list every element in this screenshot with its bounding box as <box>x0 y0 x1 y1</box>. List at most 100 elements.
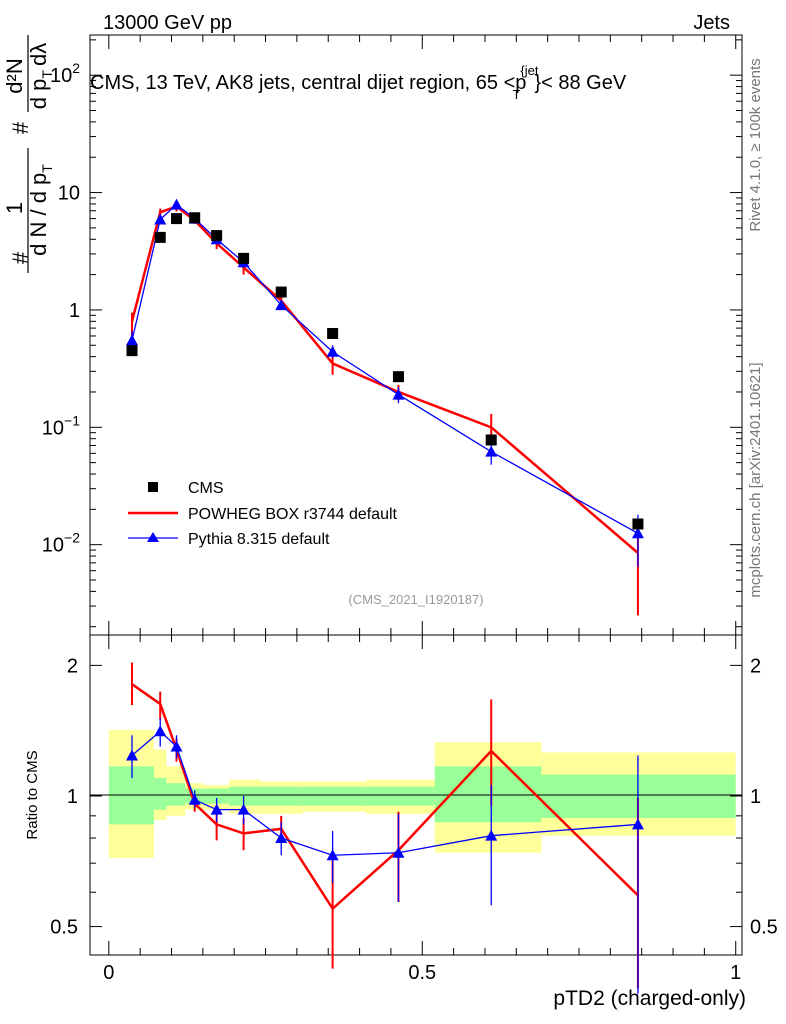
ylabel-denominator-2-text: d p <box>26 79 51 110</box>
cms-point-8 <box>392 371 404 383</box>
plot-title: CMS, 13 TeV, AK8 jets, central dijet reg… <box>90 63 627 102</box>
main-ytick-label-3: 10 <box>58 183 80 205</box>
pythia-point-9 <box>485 445 498 457</box>
main-ytick-base-4: 10 <box>50 65 72 87</box>
main-ytick-base-3: 10 <box>58 183 80 205</box>
ratio-panel-frame <box>89 634 743 956</box>
xtick-label-1: 0.5 <box>408 962 436 984</box>
plot-title-prefix: CMS, 13 TeV, AK8 jets, central dijet reg… <box>90 72 526 94</box>
main-ytick-base-2: 1 <box>69 300 80 322</box>
cms-point-0 <box>126 345 138 357</box>
pythia-point-6 <box>275 299 288 311</box>
main-ytick-label-2: 1 <box>69 300 80 322</box>
ratio-y-axis-ticks: 0.5 0.5 1 1 2 2 <box>50 655 778 938</box>
main-ytick-base-1: 10 <box>42 417 64 439</box>
ratio-pythia-point-5 <box>237 803 250 815</box>
xtick-label-2: 1 <box>730 962 741 984</box>
ratio-pythia-point-3 <box>188 793 201 805</box>
cms-point-4 <box>211 230 223 242</box>
ratio-ytick-label-right-0: 0.5 <box>750 917 778 939</box>
plot-title-sup: {jet <box>520 63 538 78</box>
site-label: mcplots.cern.ch [arXiv:2401.10621] <box>747 362 764 597</box>
x-axis-label: pTD2 (charged-only) <box>553 987 746 1010</box>
main-ytick-label-4: 102 <box>50 60 80 87</box>
ratio-uncertainty-bands <box>108 729 736 858</box>
main-ytick-base-0: 10 <box>42 535 64 557</box>
energy-label: 13000 GeV pp <box>103 12 232 34</box>
ratio-band-green-5 <box>229 786 261 806</box>
pythia-point-2 <box>170 198 183 210</box>
ratio-ytick-label-left-2: 2 <box>67 655 78 677</box>
cms-point-10 <box>632 518 644 530</box>
ratio-y-axis-label: Ratio to CMS <box>24 750 41 839</box>
ratio-ytick-label-right-1: 1 <box>750 786 761 808</box>
ratio-pythia-point-6 <box>275 832 288 844</box>
ratio-band-green-9 <box>434 766 542 823</box>
ylabel-denominator-1-text: d N / d p <box>26 173 51 256</box>
ratio-band-green-7 <box>303 786 366 806</box>
legend-label-cms: CMS <box>188 480 224 497</box>
ylabel-denominator-2-sub: T <box>39 70 55 79</box>
ylabel-denominator-1: d N / d pT <box>26 164 55 256</box>
analysis-id: (CMS_2021_I1920187) <box>348 592 483 607</box>
ratio-band-green-6 <box>260 786 304 806</box>
ylabel-hash-2: # <box>8 121 33 134</box>
pythia-point-1 <box>154 213 167 225</box>
ratio-band-green-4 <box>204 788 230 804</box>
ratio-pythia-point-9 <box>485 829 498 841</box>
ratio-pythia-point-0 <box>126 749 139 761</box>
ratio-powheg-line <box>131 683 639 911</box>
ratio-ytick-label-left-0: 0.5 <box>50 917 78 939</box>
plot-title-suffix: }< 88 GeV <box>534 72 626 94</box>
ratio-panel-series <box>126 662 644 994</box>
xtick-label-0: 0 <box>103 962 114 984</box>
cms-point-5 <box>238 252 250 264</box>
main-ytick-exp-0: −2 <box>64 530 80 546</box>
ylabel-denominator-2-rest: dλ <box>26 43 51 66</box>
ratio-ytick-label-right-2: 2 <box>750 655 761 677</box>
x-axis-ticks: 0 0.5 1 <box>103 35 741 984</box>
ratio-ytick-label-left-1: 1 <box>67 786 78 808</box>
ylabel-numerator-1: 1 <box>2 202 27 214</box>
cms-point-6 <box>275 286 287 298</box>
pythia-point-8 <box>392 388 405 400</box>
pythia-point-10 <box>631 527 644 539</box>
ylabel-hash-1: # <box>8 251 33 264</box>
cms-point-3 <box>189 212 201 224</box>
ratio-pythia-point-2 <box>170 740 183 752</box>
main-ytick-label-0: 10−2 <box>42 530 80 557</box>
main-ytick-exp-1: −1 <box>64 412 80 428</box>
ratio-band-green-8 <box>365 786 435 806</box>
legend-marker-pythia <box>147 532 159 542</box>
main-ytick-label-1: 10−1 <box>42 412 80 439</box>
ratio-pythia-point-8 <box>392 846 405 858</box>
main-y-axis-label: # 1 d N / d pT # d²N d pTdλ <box>2 35 55 273</box>
ratio-pythia-point-4 <box>210 803 223 815</box>
ratio-pythia-point-7 <box>326 849 339 861</box>
ratio-pythia-point-1 <box>154 725 167 737</box>
ratio-band-green-1 <box>153 778 167 810</box>
cms-point-7 <box>327 327 339 339</box>
cms-point-2 <box>171 213 183 225</box>
legend-marker-cms <box>148 482 158 492</box>
ratio-pythia-point-10 <box>631 818 644 830</box>
cms-point-9 <box>485 434 497 446</box>
pythia-point-7 <box>326 345 339 357</box>
main-panel-series <box>126 198 644 616</box>
rivet-label: Rivet 4.1.0, ≥ 100k events <box>747 58 764 231</box>
legend-label-pythia: Pythia 8.315 default <box>188 531 330 548</box>
legend: CMS POWHEG BOX r3744 default Pythia 8.31… <box>128 480 398 548</box>
category-label: Jets <box>693 12 730 34</box>
ratio-band-green-2 <box>166 783 186 806</box>
ylabel-denominator-1-sub: T <box>39 164 55 173</box>
cms-point-1 <box>154 231 166 243</box>
plot-title-sub: T <box>512 87 520 102</box>
pythia-point-0 <box>126 334 139 346</box>
legend-label-powheg: POWHEG BOX r3744 default <box>188 506 398 523</box>
main-ytick-exp-4: 2 <box>72 60 80 76</box>
powheg-line <box>130 205 639 554</box>
ylabel-numerator-2: d²N <box>2 58 27 93</box>
ylabel-denominator-2: d pTdλ <box>26 43 55 109</box>
